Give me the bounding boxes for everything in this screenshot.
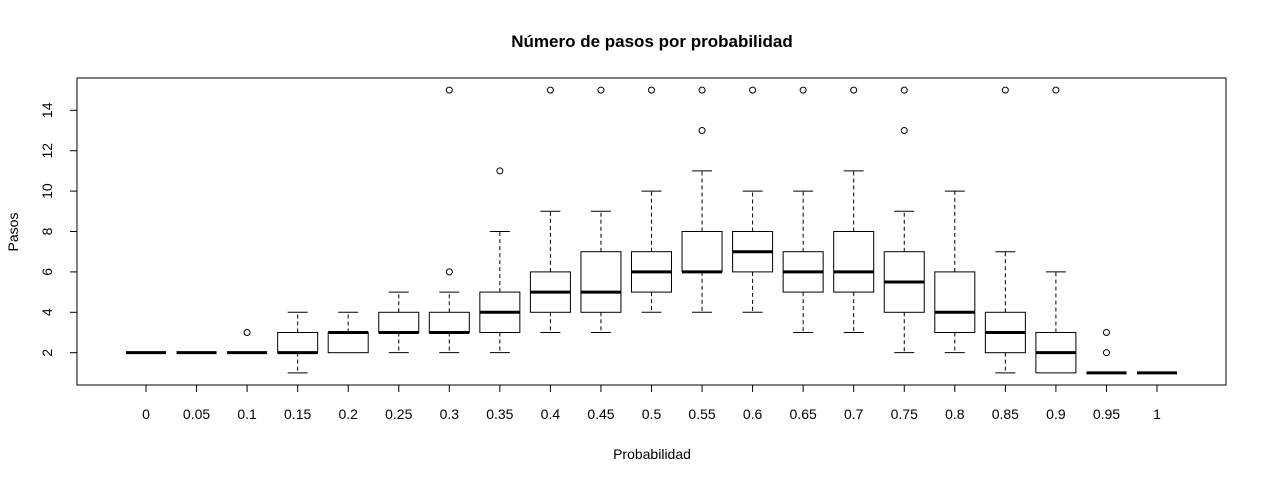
box-0.75 [883,86,925,354]
x-axis: 0 0.05 0.1 0.15 0.2 0.25 0.3 0.35 0.4 0.45 0.5 0.55… [142,384,1161,422]
outlier-point [445,86,453,94]
outlier-point [698,86,706,94]
y-tick-label: 6 [39,268,55,276]
outlier-point [597,86,605,94]
outlier-point [749,86,757,94]
x-tick-label: 0.9 [1046,406,1066,422]
box-iqr [934,271,976,333]
y-axis: 2 4 6 8 10 12 14 [39,102,78,357]
y-tick-label: 14 [39,102,55,118]
box-iqr [681,231,723,273]
y-tick-label: 12 [39,143,55,159]
box-0.15 [277,311,319,374]
outlier-point [445,268,453,276]
outlier-point [546,86,554,94]
x-tick-label: 0.85 [992,406,1019,422]
x-tick-label: 0.4 [541,406,561,422]
outlier-point [1102,328,1110,336]
x-tick-label: 0.8 [945,406,965,422]
box-iqr [378,311,420,333]
plot-frame [76,77,1227,386]
x-tick-label: 0 [142,406,150,422]
box-0.6 [732,86,774,313]
x-tick-label: 0.35 [486,406,513,422]
box-0.35 [479,167,521,354]
box-0.1 [227,328,268,355]
box-0.5 [631,86,672,313]
box-iqr [428,311,470,333]
box-0.85 [984,86,1026,374]
box-iqr [833,231,875,293]
x-tick-label: 0.45 [587,406,614,422]
x-tick-label: 0.65 [790,406,817,422]
outlier-point [799,86,807,94]
outlier-point [496,167,504,175]
y-axis-label: Pasos [5,213,21,252]
box-0.45 [580,86,622,333]
box-0.7 [833,86,875,333]
x-tick-label: 0.05 [183,406,210,422]
x-tick-label: 0.75 [891,406,918,422]
box-0.3 [428,86,470,354]
box-0.95 [1086,328,1127,375]
x-tick-label: 0.2 [338,406,358,422]
x-tick-label: 0.6 [743,406,763,422]
outlier-point [1102,349,1110,357]
outlier-point [1052,86,1060,94]
y-tick-label: 2 [39,349,55,357]
box-iqr [277,331,319,354]
outlier-point [900,86,908,94]
box-0.25 [378,291,420,354]
outlier-point [900,127,908,135]
chart-title: Número de pasos por probabilidad [511,32,792,51]
box-0.55 [681,86,723,313]
y-tick-label: 10 [39,183,55,199]
x-tick-label: 0.5 [642,406,662,422]
box-iqr [580,251,622,313]
box-0.8 [934,190,976,354]
outlier-point [243,328,251,336]
x-tick-label: 0.55 [688,406,715,422]
outlier-point [648,86,655,94]
x-tick-label: 0.7 [844,406,864,422]
y-tick-label: 8 [39,227,55,235]
box-0.2 [327,311,369,354]
x-tick-label: 0.15 [284,406,311,422]
x-tick-label: 0.3 [440,406,460,422]
box-0.9 [1035,86,1077,374]
x-tick-label: 1 [1153,406,1161,422]
x-axis-label: Probabilidad [613,446,691,462]
x-tick-label: 0.25 [385,406,412,422]
outlier-point [698,127,706,135]
box-0.4 [529,86,571,333]
box-0.65 [782,86,824,333]
outlier-point [850,86,858,94]
box-iqr [327,331,369,354]
x-tick-label: 0.95 [1093,406,1120,422]
outlier-point [1001,86,1009,94]
boxes-group [126,86,1177,375]
x-tick-label: 0.1 [237,406,257,422]
y-tick-label: 4 [39,308,55,316]
